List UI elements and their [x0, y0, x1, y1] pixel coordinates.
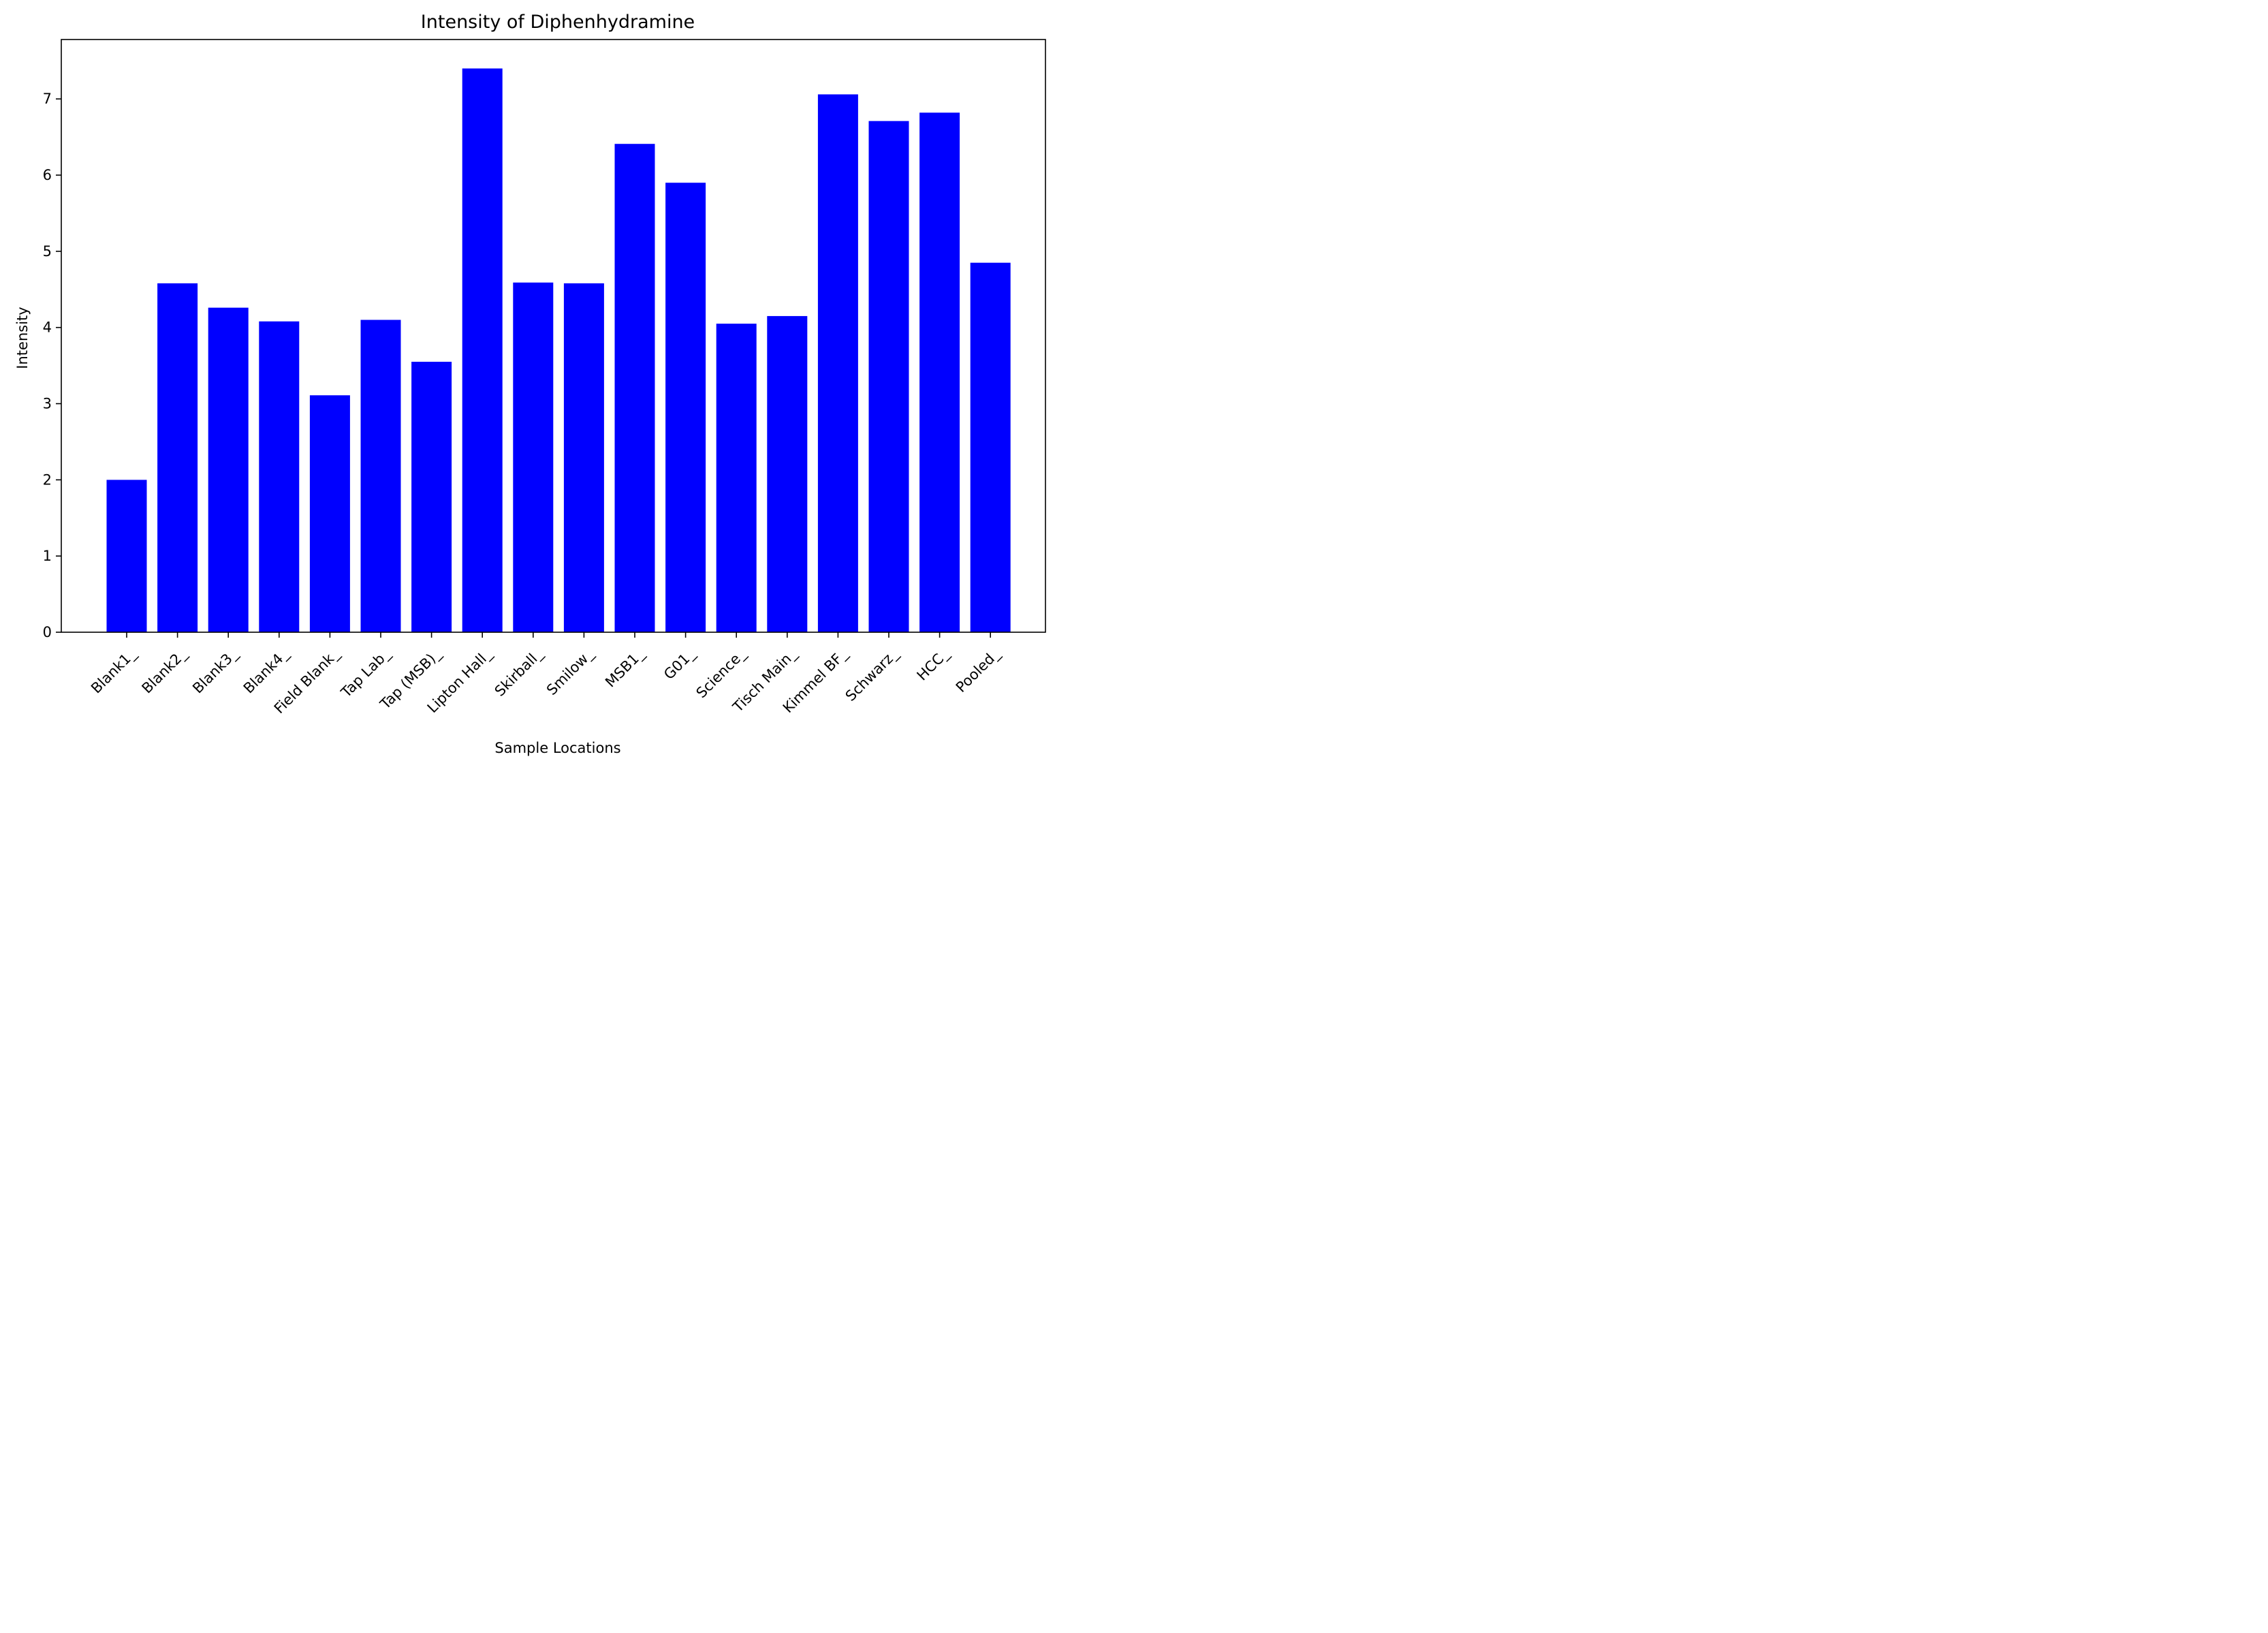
bar-9 [513, 282, 554, 632]
bar-4 [259, 321, 300, 632]
x-tick-label: Smilow_ [544, 645, 597, 699]
bar-10 [563, 283, 604, 633]
bar-7 [411, 362, 452, 632]
x-tick-label: MSB1_ [602, 645, 648, 691]
bar-15 [817, 94, 858, 632]
bar-3 [208, 307, 249, 632]
bar-17 [919, 112, 960, 633]
x-tick-label: Blank4_ [240, 645, 292, 697]
x-axis: Blank1_ Blank2_ Blank3_ Blank4_Field Blank_… [88, 632, 1004, 717]
bar-13 [716, 324, 757, 632]
x-tick-label: HCC_ [914, 645, 953, 684]
chart-container: Intensity of Diphenhydramine 0 1 2 3 4 5 6 7 Bl… [0, 0, 1067, 768]
x-tick-label: Skirball_ [492, 645, 546, 700]
y-axis-label: Intensity [14, 307, 31, 369]
y-tick-label: 7 [43, 91, 52, 107]
x-tick-label: Pooled_ [953, 645, 1004, 696]
y-tick-label: 5 [43, 243, 52, 260]
bar-14 [767, 315, 808, 632]
bar-2 [157, 283, 198, 633]
y-tick-label: 0 [43, 624, 52, 640]
bar-12 [665, 183, 706, 633]
plot-frame [61, 39, 1046, 633]
x-tick-label: Blank2_ [139, 645, 191, 697]
bar-6 [360, 320, 401, 632]
bar-18 [970, 262, 1011, 632]
y-tick-label: 2 [43, 471, 52, 488]
bar-chart: Intensity of Diphenhydramine 0 1 2 3 4 5 6 7 Bl… [14, 12, 1046, 756]
chart-title: Intensity of Diphenhydramine [421, 12, 695, 33]
bars-group [106, 68, 1011, 633]
x-tick-label: Blank3_ [189, 645, 241, 697]
y-tick-label: 6 [43, 167, 52, 183]
bar-1 [106, 480, 147, 632]
y-tick-label: 4 [43, 320, 52, 336]
x-tick-label: Blank1_ [88, 645, 140, 697]
bar-11 [614, 144, 655, 633]
bar-8 [462, 68, 503, 632]
y-axis: 0 1 2 3 4 5 6 7 [43, 91, 61, 640]
y-tick-label: 3 [43, 396, 52, 412]
x-tick-label: Schwarz_ [842, 645, 902, 705]
x-tick-label: G01_ [661, 645, 699, 683]
bar-16 [868, 121, 909, 632]
y-tick-label: 1 [43, 548, 52, 564]
x-axis-label: Sample Locations [494, 740, 620, 756]
bar-5 [309, 395, 350, 632]
